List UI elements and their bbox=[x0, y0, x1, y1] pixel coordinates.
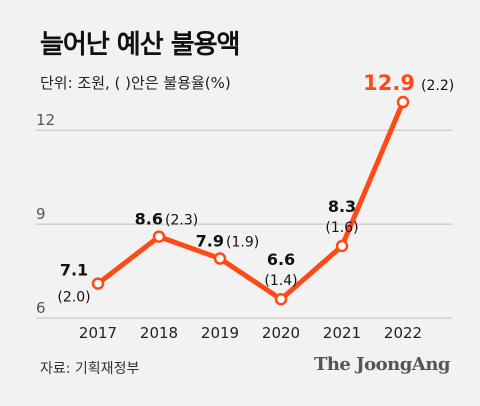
publisher-logo: The JoongAng bbox=[313, 354, 451, 375]
value-label-2021: 8.3 bbox=[328, 197, 356, 216]
chart-title: 늘어난 예산 불용액 bbox=[40, 30, 240, 60]
x-tick-label-2022: 2022 bbox=[384, 324, 422, 342]
rate-label-2020: (1.4) bbox=[264, 273, 297, 289]
rate-label-2019: (1.9) bbox=[226, 235, 259, 251]
value-label-2022: 12.9 bbox=[363, 71, 415, 95]
data-point-2019 bbox=[213, 252, 227, 265]
data-point-2022 bbox=[396, 95, 410, 109]
data-point-2017 bbox=[91, 277, 105, 290]
x-tick-label-2021: 2021 bbox=[323, 324, 361, 342]
rate-label-2018: (2.3) bbox=[165, 213, 198, 229]
rate-label-2022: (2.2) bbox=[421, 78, 454, 94]
y-tick-label-9: 9 bbox=[36, 205, 46, 223]
x-tick-label-2018: 2018 bbox=[140, 324, 178, 342]
unit-note: 단위: 조원, ( )안은 불용율(%) bbox=[40, 74, 231, 92]
y-tick-label-12: 12 bbox=[36, 111, 55, 129]
rate-label-2021: (1.6) bbox=[325, 220, 358, 236]
data-point-2021 bbox=[335, 239, 349, 253]
series-line bbox=[95, 99, 406, 302]
rate-label-2017: (2.0) bbox=[57, 290, 90, 306]
data-point-2018 bbox=[152, 230, 166, 243]
value-label-2020: 6.6 bbox=[267, 250, 295, 269]
x-tick-label-2019: 2019 bbox=[201, 324, 239, 342]
data-point-2020 bbox=[274, 292, 288, 306]
x-tick-label-2017: 2017 bbox=[79, 324, 117, 342]
value-label-2019: 7.9 bbox=[196, 232, 224, 251]
x-tick-label-2020: 2020 bbox=[262, 324, 300, 342]
value-label-2018: 8.6 bbox=[135, 210, 163, 229]
value-label-2017: 7.1 bbox=[60, 261, 88, 280]
y-tick-label-6: 6 bbox=[36, 299, 46, 317]
source-note: 자료: 기획재정부 bbox=[40, 361, 140, 377]
